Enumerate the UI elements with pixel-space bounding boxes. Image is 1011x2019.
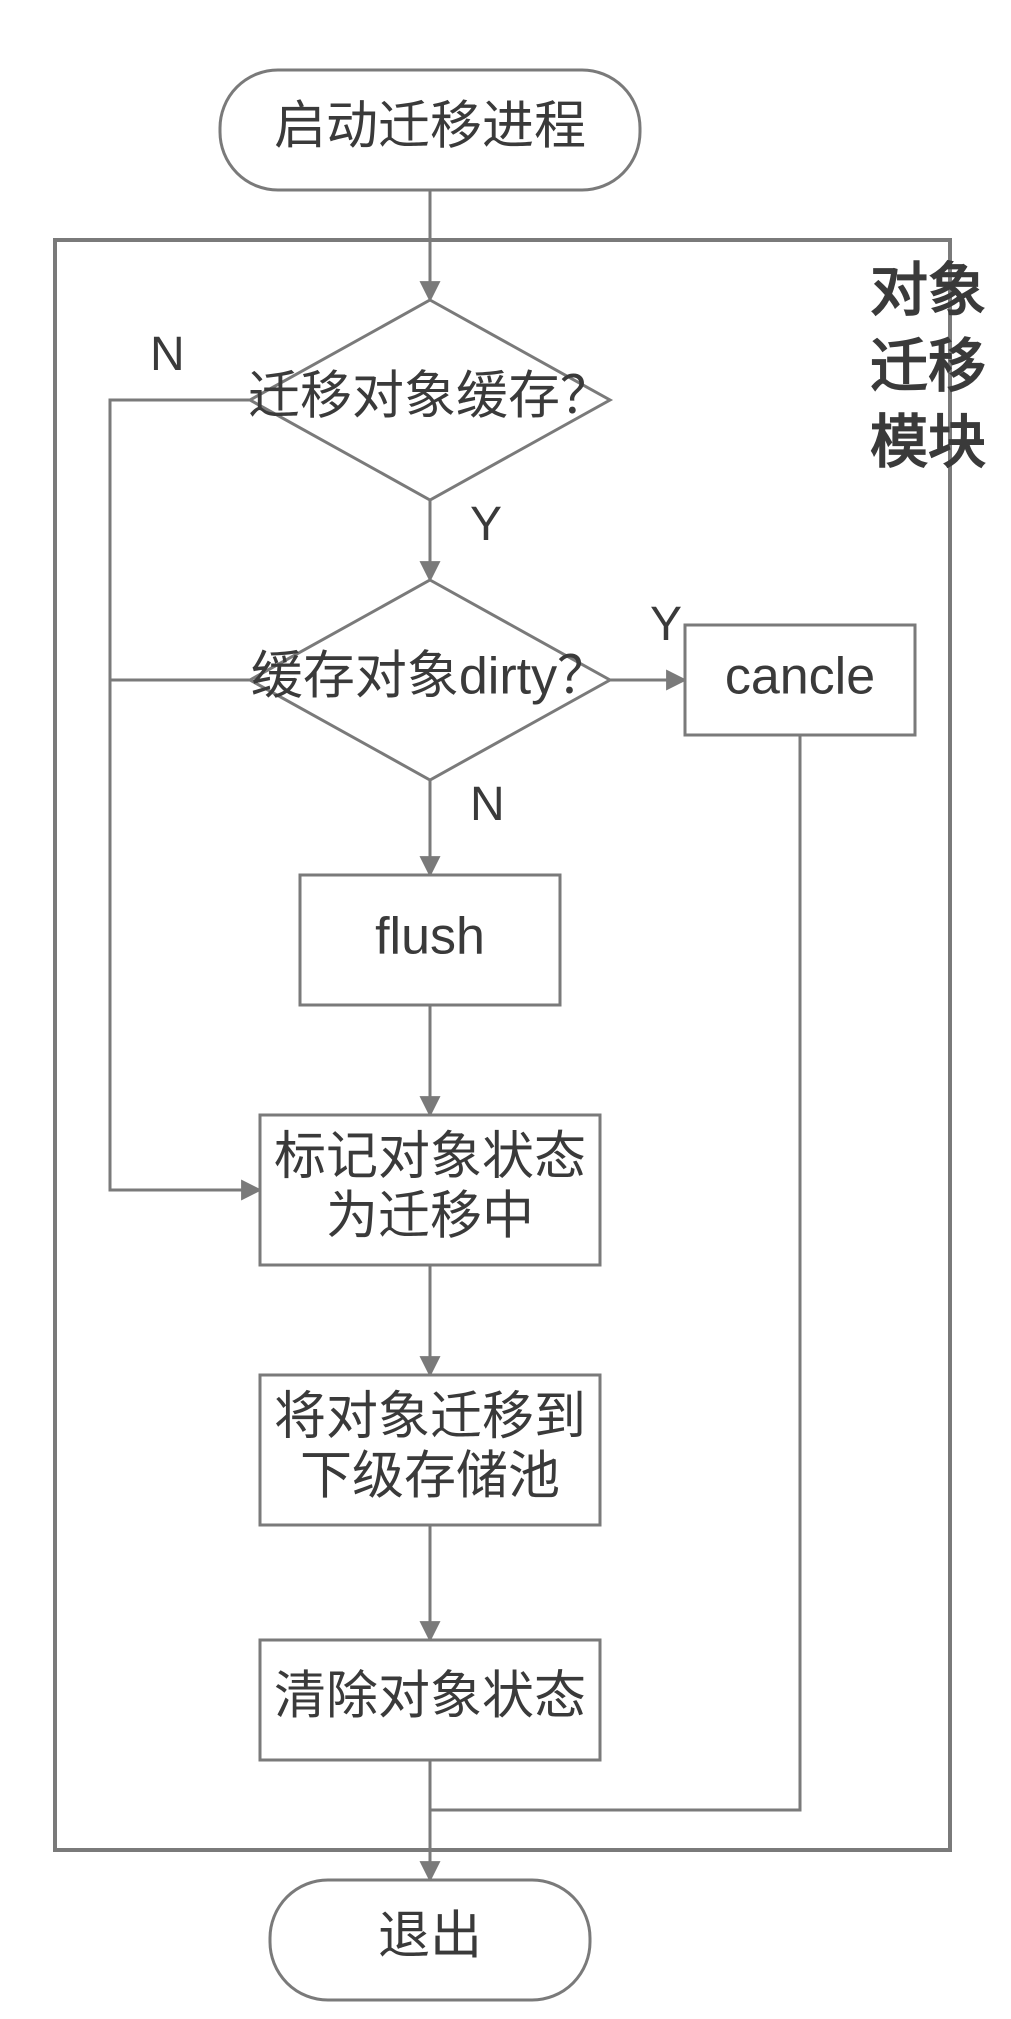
node-d1: 迁移对象缓存？: [248, 300, 612, 500]
module-border: [55, 240, 950, 1850]
node-label: 为迁移中: [326, 1188, 534, 1246]
node-label: 下级存储池: [300, 1448, 560, 1506]
module-label: 对象: [870, 258, 986, 323]
node-flush: flush: [300, 875, 560, 1005]
node-clear: 清除对象状态: [260, 1640, 600, 1760]
edge-label: N: [150, 328, 185, 381]
edge: [110, 400, 260, 1190]
node-label: cancle: [725, 648, 875, 706]
edge-label: N: [470, 778, 505, 831]
module-label: 迁移: [870, 334, 986, 399]
node-label: 启动迁移进程: [274, 98, 586, 156]
node-label: 退出: [378, 1908, 482, 1966]
node-label: 将对象迁移到: [274, 1388, 586, 1446]
module-label: 模块: [870, 410, 986, 475]
node-move: 将对象迁移到下级存储池: [260, 1375, 600, 1525]
node-label: 标记对象状态: [274, 1128, 586, 1186]
node-exit: 退出: [270, 1880, 590, 2000]
node-label: 迁移对象缓存？: [248, 368, 612, 426]
node-start: 启动迁移进程: [220, 70, 640, 190]
edge-label: Y: [470, 498, 502, 551]
node-d2: 缓存对象dirty？: [250, 580, 610, 780]
node-label: 缓存对象dirty？: [251, 648, 609, 706]
node-label: 清除对象状态: [274, 1668, 586, 1726]
edge-label: Y: [650, 598, 682, 651]
node-mark: 标记对象状态为迁移中: [260, 1115, 600, 1265]
node-cancle: cancle: [685, 625, 915, 735]
node-label: flush: [375, 908, 485, 966]
